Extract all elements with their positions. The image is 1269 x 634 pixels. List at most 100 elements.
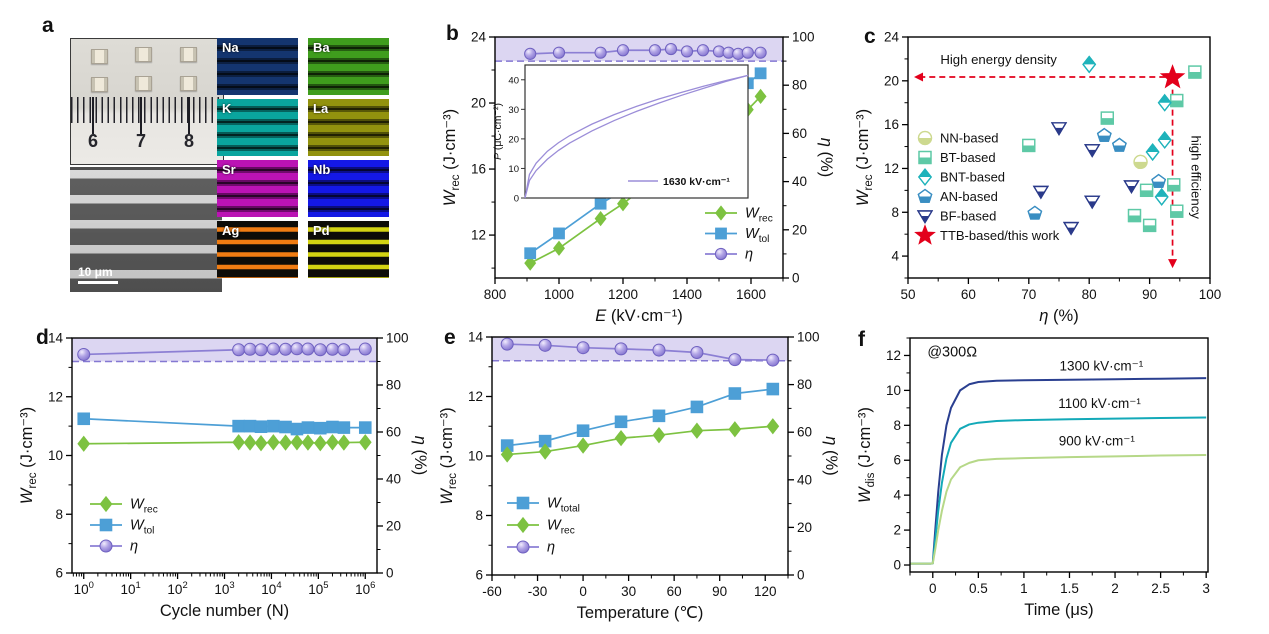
marker-sphere bbox=[254, 343, 268, 357]
inset-tick-label: 40 bbox=[508, 75, 519, 86]
marker-diamond bbox=[290, 434, 304, 451]
marker-diamond bbox=[326, 434, 339, 451]
x-tick-label: 50 bbox=[900, 287, 915, 302]
marker-square bbox=[232, 419, 245, 433]
inset-pe-loop: 0 10 20 30 40 P (μC·cm⁻²) 1630 kV·cm⁻¹ bbox=[492, 64, 749, 205]
eds-map-label: Sr bbox=[222, 162, 236, 177]
curve-1300: 1300 kV·cm⁻¹ bbox=[910, 358, 1207, 565]
marker-diamond bbox=[243, 434, 257, 451]
marker-diamond bbox=[77, 435, 91, 452]
x-tick-label: -30 bbox=[528, 584, 548, 599]
x-tick-label: 1400 bbox=[672, 287, 702, 302]
eds-map-ba: Ba bbox=[308, 38, 389, 95]
legend-label: BF-based bbox=[940, 209, 996, 224]
y-tick-label: 12 bbox=[468, 389, 483, 404]
marker-diamond bbox=[358, 434, 372, 451]
y2-tick-label: 80 bbox=[792, 78, 807, 93]
panel-label-a: a bbox=[42, 14, 54, 37]
legend-label: Wtol bbox=[130, 518, 154, 537]
marker-sphere bbox=[766, 353, 780, 367]
y-tick-label: 20 bbox=[471, 96, 486, 111]
marker-square bbox=[301, 421, 315, 434]
sem-cross-section-image: 10 μm bbox=[70, 167, 222, 292]
scatter-group-ttb-based-this-work bbox=[1159, 64, 1186, 89]
plot-frame bbox=[909, 337, 1209, 573]
x-tick-label: 103 bbox=[214, 580, 234, 597]
x-tick-label: 0.5 bbox=[969, 581, 988, 596]
x-tick-label: 1.5 bbox=[1060, 581, 1079, 596]
marker-pentagon bbox=[1111, 137, 1127, 152]
y-tick-label: 4 bbox=[893, 488, 901, 503]
x-tick-label: 1000 bbox=[544, 287, 574, 302]
series-η bbox=[500, 337, 780, 367]
marker-square bbox=[254, 420, 268, 434]
marker-square bbox=[614, 415, 628, 429]
marker-diamond bbox=[254, 435, 268, 452]
legend-label: η bbox=[130, 539, 138, 555]
y-tick-label: 4 bbox=[891, 249, 899, 264]
scatter-group-an-based bbox=[1027, 127, 1167, 220]
marker-sphere bbox=[500, 337, 514, 351]
annotation-text: High energy density bbox=[940, 52, 1057, 67]
marker-pentagon bbox=[1151, 173, 1167, 188]
y2-axis-title: η (%) bbox=[411, 436, 429, 475]
eds-map-ag: Ag bbox=[217, 221, 298, 278]
scatter-group-nn-based bbox=[1133, 154, 1148, 170]
inset-tick-label: 0 bbox=[514, 194, 519, 205]
y-tick-label: 6 bbox=[475, 568, 483, 583]
marker-sphere bbox=[614, 342, 628, 356]
ruler-major-tick bbox=[140, 97, 142, 134]
marker-diamond bbox=[266, 434, 280, 451]
marker-diamond bbox=[337, 434, 351, 451]
marker-square bbox=[279, 420, 292, 434]
y2-tick-label: 40 bbox=[797, 472, 812, 487]
marker-square bbox=[728, 387, 742, 400]
x-tick-label: 70 bbox=[1021, 287, 1036, 302]
y-axis-title: Wrec (J·cm⁻³) bbox=[441, 109, 462, 206]
eds-map-label: La bbox=[313, 101, 329, 116]
y-tick-label: 12 bbox=[886, 348, 901, 363]
marker-diamond bbox=[500, 446, 514, 463]
marker-diamond bbox=[754, 88, 767, 105]
eds-map-la: La bbox=[308, 99, 389, 156]
marker-square bbox=[1100, 111, 1114, 125]
y2-tick-label: 60 bbox=[792, 126, 807, 141]
legend-label: η bbox=[745, 247, 753, 263]
marker-triangle bbox=[1084, 144, 1101, 158]
marker-diamond bbox=[553, 240, 565, 256]
marker-square bbox=[1139, 183, 1154, 198]
marker-diamond bbox=[918, 168, 932, 186]
y-tick-label: 8 bbox=[891, 205, 899, 220]
x-tick-label: 90 bbox=[712, 584, 727, 599]
sample-photo: 6 7 8 bbox=[70, 38, 224, 165]
y2-tick-label: 20 bbox=[386, 519, 401, 534]
y2-tick-label: 100 bbox=[797, 330, 820, 345]
ruler-number: 8 bbox=[183, 131, 194, 151]
legend-label: Wtol bbox=[745, 226, 769, 245]
marker-square bbox=[715, 227, 727, 240]
ceramic-chip bbox=[180, 47, 197, 62]
marker-sphere bbox=[690, 345, 704, 359]
x-tick-label: 106 bbox=[355, 580, 375, 597]
marker-square bbox=[290, 422, 304, 436]
y-tick-label: 8 bbox=[475, 508, 483, 523]
series-Wrec bbox=[500, 418, 780, 463]
marker-diamond bbox=[728, 421, 742, 438]
marker-square bbox=[1167, 178, 1181, 192]
marker-pentagon bbox=[917, 188, 933, 203]
inset-y-title: P (μC·cm⁻²) bbox=[492, 103, 504, 160]
marker-triangle bbox=[1084, 195, 1101, 210]
y-tick-label: 24 bbox=[471, 30, 487, 45]
marker-square bbox=[1022, 138, 1036, 153]
y-tick-label: 14 bbox=[468, 330, 484, 345]
ceramic-chip bbox=[135, 76, 152, 91]
marker-sphere bbox=[552, 46, 566, 59]
marker-square bbox=[553, 227, 565, 240]
legend-label: BNT-based bbox=[940, 170, 1005, 185]
marker-sphere bbox=[266, 342, 280, 356]
eds-element-maps: Na Ba K La Sr Nb Ag Pd bbox=[217, 38, 389, 279]
panel-a-micrographs: 6 7 8 10 μm Na Ba K La Sr Nb Ag Pd bbox=[30, 10, 430, 305]
marker-sphere bbox=[696, 44, 710, 57]
marker-diamond bbox=[232, 434, 245, 451]
